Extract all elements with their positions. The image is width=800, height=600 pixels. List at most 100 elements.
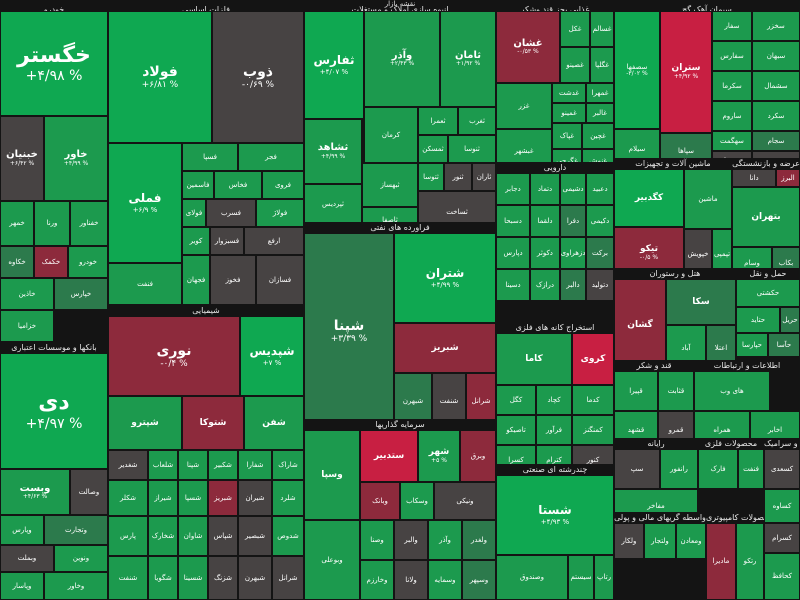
treemap-tile[interactable]: دانا (732, 169, 776, 187)
treemap-tile[interactable]: وبانک (360, 482, 400, 520)
treemap-tile[interactable]: خکمک (34, 246, 68, 278)
treemap-tile[interactable]: کچاد (536, 385, 572, 415)
treemap-tile[interactable]: دلقما (530, 205, 560, 237)
treemap-tile[interactable]: وسپا (304, 430, 360, 520)
treemap-tile[interactable]: ستران +۴/۹۲ % (660, 11, 712, 133)
treemap-tile[interactable]: شاراک (272, 450, 304, 480)
treemap-tile[interactable]: رتاپ (594, 555, 614, 600)
treemap-tile[interactable]: شپنا +۳/۳۹ % (304, 233, 394, 430)
treemap-tile[interactable]: سجام (752, 131, 800, 151)
treemap-tile[interactable]: شیراز (148, 480, 178, 516)
treemap-tile[interactable]: ثغرب (458, 107, 496, 135)
treemap-tile[interactable]: فخاس (214, 171, 262, 199)
treemap-tile[interactable]: ثتوسا (418, 163, 444, 191)
treemap-tile[interactable]: فخوز (210, 255, 256, 305)
treemap-tile[interactable]: وصندوق (496, 555, 568, 600)
treemap-tile[interactable]: فجر (238, 143, 304, 171)
treemap-tile[interactable]: غگلپا (590, 47, 614, 83)
treemap-tile[interactable]: ثفارس +۴/۰۷ % (304, 11, 364, 119)
treemap-tile[interactable]: دپارس (496, 237, 530, 269)
treemap-tile[interactable]: شسپا (178, 480, 208, 516)
treemap-tile[interactable]: ولغدر (462, 520, 496, 560)
treemap-tile[interactable]: خپارس (54, 278, 108, 310)
treemap-tile[interactable]: دشیمی (560, 173, 586, 205)
treemap-tile[interactable]: شغدیر (108, 450, 148, 480)
treemap-tile[interactable]: فجهان (182, 255, 210, 305)
treemap-tile[interactable]: کگل (496, 385, 536, 415)
treemap-tile[interactable]: قپیرا (614, 371, 658, 411)
treemap-tile[interactable]: فملی +۶/۹ % (108, 143, 182, 263)
treemap-tile[interactable]: شفارا (238, 450, 272, 480)
treemap-tile[interactable]: دکیمی (586, 205, 614, 237)
treemap-tile[interactable]: ولکار (614, 523, 644, 559)
treemap-tile[interactable]: سیستم (568, 555, 594, 600)
treemap-tile[interactable]: سخزر (752, 11, 800, 41)
treemap-tile[interactable]: ولتجار (644, 523, 676, 559)
treemap-tile[interactable]: ثبهساز (362, 163, 418, 207)
treemap-tile[interactable]: فولاد +۶/۸۱ % (108, 11, 212, 143)
treemap-tile[interactable]: وسکاب (400, 482, 434, 520)
treemap-tile[interactable]: غزر (496, 83, 552, 129)
treemap-tile[interactable]: غسالم (590, 11, 614, 47)
treemap-tile[interactable]: شبهرن (238, 556, 272, 600)
treemap-tile[interactable]: درازک (530, 269, 560, 301)
treemap-tile[interactable]: شدوص (272, 516, 304, 556)
treemap-tile[interactable]: غمهرا (586, 83, 614, 103)
treemap-tile[interactable]: غمینو (552, 103, 586, 123)
treemap-tile[interactable]: خاذین (0, 278, 54, 310)
treemap-tile[interactable]: وبوعلی (304, 520, 360, 600)
treemap-tile[interactable]: ثنوسا (448, 135, 496, 163)
treemap-tile[interactable]: ونیکی (434, 482, 496, 520)
treemap-tile[interactable]: شنفت (108, 556, 148, 600)
treemap-tile[interactable]: کسرام (764, 523, 800, 553)
treemap-tile[interactable]: دعبید (586, 173, 614, 205)
treemap-tile[interactable]: شبریز (208, 480, 238, 516)
treemap-tile[interactable]: وآذر +۲/۴۳ % (364, 11, 440, 107)
treemap-tile[interactable]: فنفت (738, 449, 764, 489)
treemap-tile[interactable]: ونوین (54, 545, 108, 572)
treemap-tile[interactable]: شیران (238, 480, 272, 516)
treemap-tile[interactable]: حکشتی (736, 279, 800, 307)
treemap-tile[interactable]: شهر +۵ % (418, 430, 460, 482)
treemap-tile[interactable]: ومعادن (676, 523, 706, 559)
treemap-tile[interactable]: دالبر (560, 269, 586, 301)
treemap-tile[interactable]: حریل (780, 307, 800, 333)
treemap-tile[interactable]: شاوان (178, 516, 208, 556)
treemap-tile[interactable]: سفار (712, 11, 752, 41)
treemap-tile[interactable]: شزنگ (208, 556, 238, 600)
treemap-tile[interactable]: دتماد (530, 173, 560, 205)
treemap-tile[interactable]: وپاسار (0, 572, 44, 600)
treemap-tile[interactable]: ساروم (712, 101, 752, 131)
treemap-tile[interactable]: فارک (698, 449, 738, 489)
treemap-tile[interactable]: شپنا (178, 450, 208, 480)
treemap-tile[interactable]: خکاوه (0, 246, 34, 278)
treemap-tile[interactable]: کساوه (764, 489, 800, 523)
treemap-tile[interactable]: خمهر (0, 201, 34, 246)
treemap-tile[interactable]: وسپهر (462, 560, 496, 600)
treemap-tile[interactable]: ثامان +۱/۹۲ % (440, 11, 496, 107)
treemap-tile[interactable]: ثمسکن (418, 135, 448, 163)
treemap-tile[interactable]: غشان -۰/۵۳ % (496, 11, 560, 83)
treemap-tile[interactable]: سشمال (752, 71, 800, 101)
treemap-tile[interactable]: تاصیکو (496, 415, 536, 445)
treemap-tile[interactable]: نوری -۰/۴ % (108, 316, 240, 396)
treemap-tile[interactable]: شبریز (394, 323, 496, 373)
treemap-tile[interactable]: ثعمرا (418, 107, 458, 135)
treemap-tile[interactable]: کمنگنز (572, 415, 614, 445)
treemap-tile[interactable]: ماشین (684, 169, 732, 229)
treemap-tile[interactable]: خودرو (68, 246, 108, 278)
treemap-tile[interactable]: بتهران (732, 187, 800, 247)
treemap-tile[interactable]: گشان (614, 279, 666, 371)
treemap-tile[interactable]: حآسا (768, 333, 800, 357)
treemap-tile[interactable]: وپارس (0, 515, 44, 545)
treemap-tile[interactable]: فرآور (536, 415, 572, 445)
treemap-tile[interactable]: ثنور (444, 163, 472, 191)
treemap-tile[interactable]: کگدبیر (614, 169, 684, 227)
treemap-tile[interactable]: دی +۴/۹۷ % (0, 353, 108, 469)
treemap-tile[interactable]: حپارسا (736, 333, 768, 357)
treemap-tile[interactable]: ستدبیر (360, 430, 418, 482)
treemap-tile[interactable]: سکرد (752, 101, 800, 131)
treemap-tile[interactable]: فروی (262, 171, 304, 199)
treemap-tile[interactable]: مادیرا (706, 523, 736, 600)
treemap-tile[interactable]: پارس (108, 516, 148, 556)
